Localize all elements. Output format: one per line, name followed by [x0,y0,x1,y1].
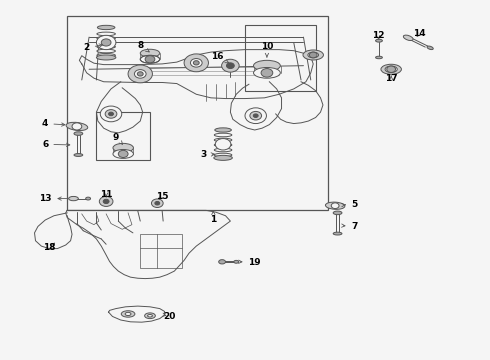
Ellipse shape [113,149,133,158]
Ellipse shape [145,313,155,319]
Text: 10: 10 [261,42,273,57]
Ellipse shape [214,156,232,160]
Ellipse shape [234,260,239,263]
Circle shape [145,56,155,63]
Ellipse shape [125,312,131,316]
Text: 6: 6 [42,140,70,149]
Circle shape [151,199,163,207]
Circle shape [72,123,82,130]
Ellipse shape [86,197,91,200]
Circle shape [309,52,317,58]
Text: 11: 11 [100,190,112,199]
Circle shape [191,59,202,67]
Circle shape [245,108,267,123]
Ellipse shape [140,55,160,63]
Circle shape [128,65,152,83]
Text: 20: 20 [162,312,176,321]
Ellipse shape [140,49,160,57]
Ellipse shape [253,67,280,78]
Ellipse shape [375,56,382,59]
Ellipse shape [97,45,116,49]
Ellipse shape [214,143,232,147]
Text: 19: 19 [239,258,261,267]
Circle shape [118,150,128,157]
Circle shape [101,39,111,46]
Circle shape [226,63,234,68]
Text: 8: 8 [137,41,149,52]
Ellipse shape [308,52,319,58]
Ellipse shape [381,64,401,74]
Ellipse shape [97,49,116,53]
Text: 9: 9 [113,132,122,144]
Circle shape [97,35,116,50]
Circle shape [221,59,239,72]
Ellipse shape [214,148,232,152]
Ellipse shape [214,153,232,157]
Circle shape [134,69,146,78]
Circle shape [387,66,395,72]
Ellipse shape [97,54,116,57]
Ellipse shape [98,25,115,30]
Text: 4: 4 [42,119,65,128]
Circle shape [100,106,122,122]
Circle shape [261,68,273,77]
Text: 7: 7 [342,222,358,231]
Text: 5: 5 [342,200,358,209]
Text: 18: 18 [43,243,55,252]
Ellipse shape [325,202,345,209]
Text: 12: 12 [372,31,384,40]
Ellipse shape [74,132,83,135]
Ellipse shape [403,35,413,41]
Circle shape [215,139,231,150]
Ellipse shape [253,60,280,71]
Ellipse shape [219,260,225,264]
Text: 2: 2 [83,43,102,52]
Ellipse shape [427,46,433,50]
Circle shape [331,203,339,208]
Text: 3: 3 [200,150,215,159]
Ellipse shape [69,197,78,201]
Ellipse shape [375,39,382,42]
Circle shape [194,61,199,65]
Ellipse shape [147,315,152,317]
Ellipse shape [214,133,232,137]
Ellipse shape [97,41,116,44]
Bar [140,234,182,267]
Circle shape [105,110,117,118]
Ellipse shape [333,211,342,215]
Ellipse shape [97,32,116,36]
Ellipse shape [74,154,83,157]
Ellipse shape [385,66,397,72]
Ellipse shape [303,50,323,60]
Text: 15: 15 [156,192,169,201]
Ellipse shape [66,122,88,131]
Ellipse shape [121,311,135,317]
Ellipse shape [333,232,342,235]
Circle shape [253,114,258,117]
Bar [67,16,328,210]
Ellipse shape [214,138,232,142]
Text: 17: 17 [385,75,397,84]
Bar [97,112,150,160]
Circle shape [250,111,262,120]
Text: 1: 1 [210,211,217,224]
Circle shape [99,197,113,206]
Ellipse shape [97,55,116,60]
Circle shape [155,202,160,205]
Ellipse shape [97,36,116,40]
Text: 16: 16 [211,52,229,63]
Circle shape [109,112,114,116]
Text: 13: 13 [39,194,67,203]
Circle shape [103,199,109,203]
Ellipse shape [215,128,231,132]
Circle shape [137,72,143,76]
Bar [245,24,316,91]
Ellipse shape [113,143,133,152]
Text: 14: 14 [413,29,426,38]
Circle shape [184,54,208,72]
